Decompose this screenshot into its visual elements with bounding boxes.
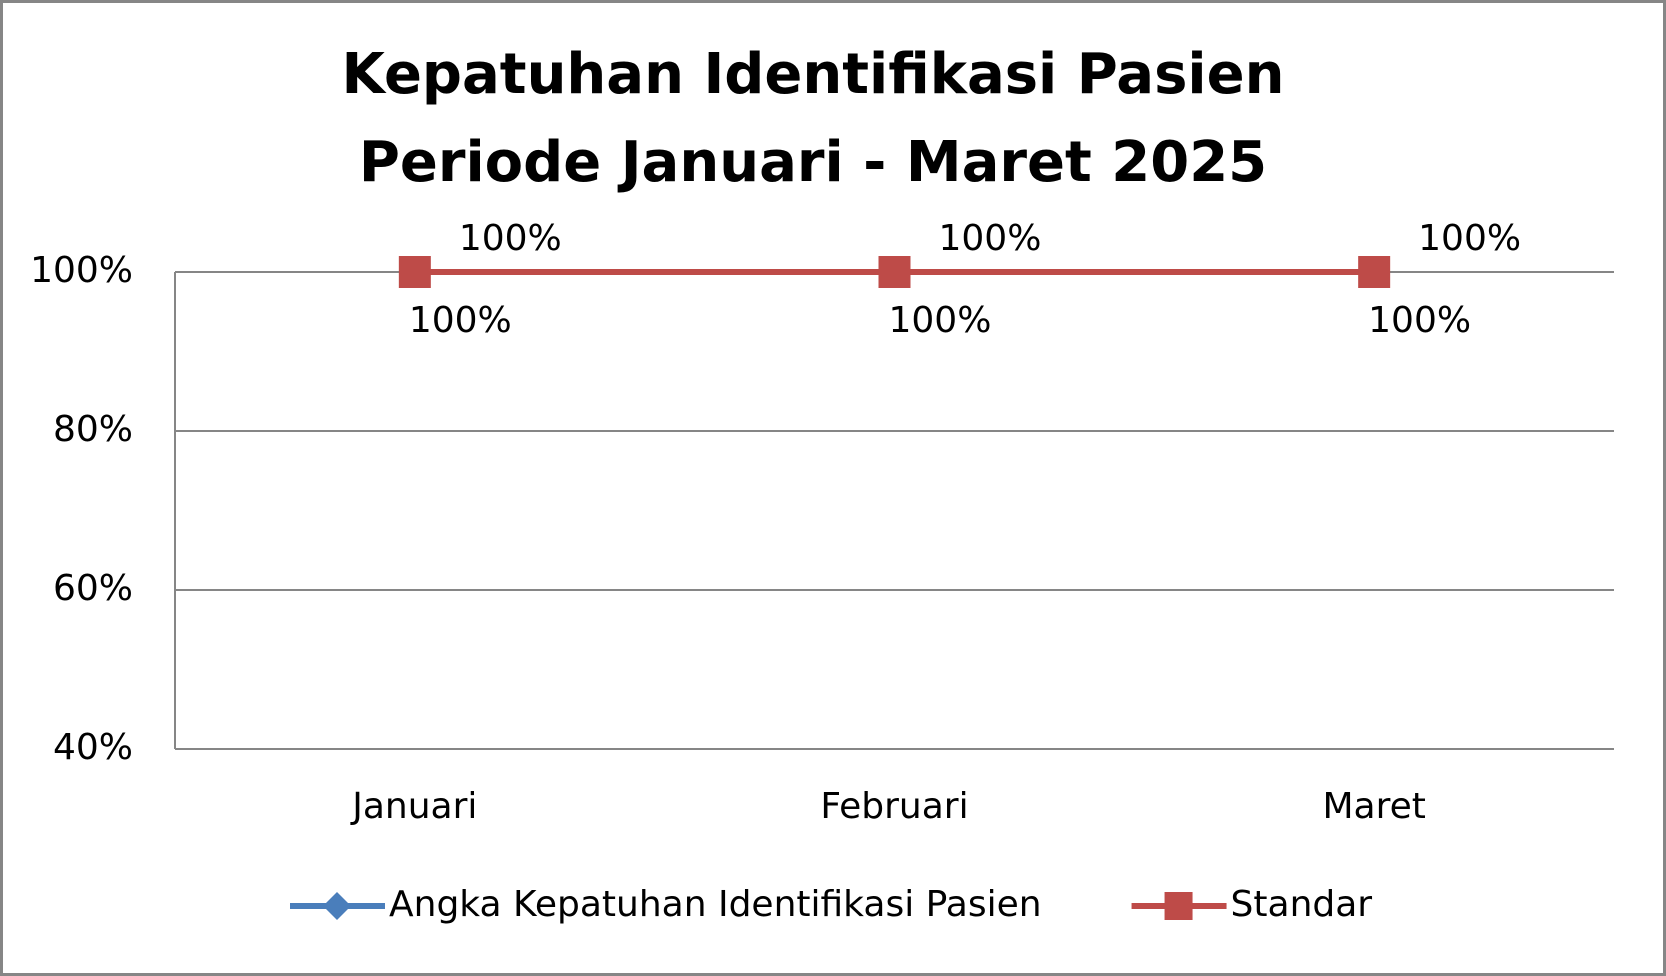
data-label: 100% <box>889 300 992 341</box>
y-tick-label: 80% <box>53 409 133 450</box>
data-point <box>398 256 431 288</box>
x-tick-label: Januari <box>350 786 477 827</box>
legend-marker <box>1164 892 1193 920</box>
legend-label: Angka Kepatuhan Identifikasi Pasien <box>389 884 1042 925</box>
data-label: 100% <box>939 218 1042 259</box>
legend-label: Standar <box>1231 884 1373 925</box>
data-label: 100% <box>459 218 562 259</box>
chart-subtitle: Periode Januari - Maret 2025 <box>359 130 1267 195</box>
data-point <box>878 256 911 288</box>
data-label: 100% <box>1368 300 1471 341</box>
y-tick-label: 100% <box>30 250 133 291</box>
x-tick-label: Februari <box>820 786 968 827</box>
chart-title: Kepatuhan Identifikasi Pasien <box>342 42 1285 107</box>
data-label: 100% <box>409 300 512 341</box>
y-tick-label: 60% <box>53 568 133 609</box>
data-label: 100% <box>1418 218 1521 259</box>
legend-marker <box>323 892 351 920</box>
x-tick-label: Maret <box>1322 786 1425 827</box>
data-point <box>1358 256 1391 288</box>
y-tick-label: 40% <box>53 727 133 768</box>
